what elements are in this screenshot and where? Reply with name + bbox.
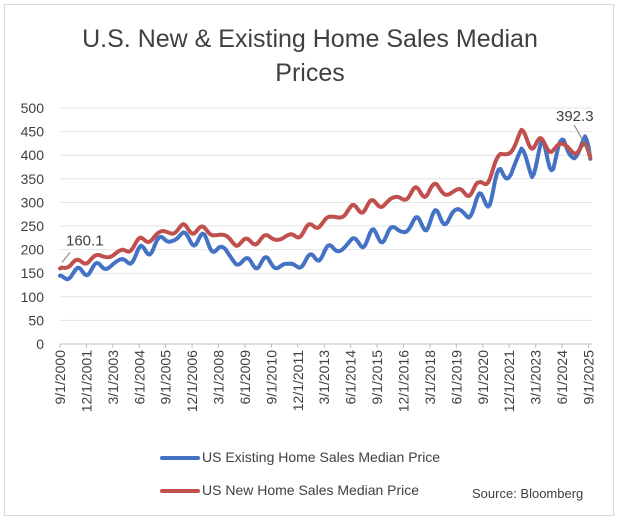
x-tick-label: 3/1/2018 [422,350,438,405]
x-tick-label: 3/1/2008 [211,350,227,405]
chart-title-line-2: Prices [275,59,345,87]
y-tick-label: 450 [21,124,45,140]
legend-swatch-existing [160,456,200,460]
x-tick-label: 6/1/2004 [131,350,147,405]
y-tick-label: 300 [21,194,45,210]
y-tick-label: 150 [21,265,45,281]
x-tick-label: 6/1/2014 [343,350,359,405]
x-tick-label: 9/1/2010 [263,350,279,405]
y-tick-label: 50 [28,312,44,328]
y-tick-label: 200 [21,242,45,258]
chart-title: U.S. New & Existing Home Sales Median Pr… [0,22,620,90]
annotation-label-392: 392.3 [556,108,594,125]
annotation-leader-392 [573,124,591,154]
legend-entry-existing: US Existing Home Sales Median Price [160,448,490,468]
x-tick-label: 6/1/2019 [448,350,464,405]
x-tick-label: 9/1/2015 [369,350,385,405]
legend-entry-new: US New Home Sales Median Price [160,481,490,501]
x-tick-label: 6/1/2024 [554,350,570,405]
source-note: Source: Bloomberg [472,486,584,501]
y-tick-label: 250 [21,218,45,234]
x-tick-label: 12/1/2011 [290,350,306,411]
annotation-label-160: 160.1 [66,232,104,249]
y-tick-label: 400 [21,147,45,163]
series-line-new [58,127,593,271]
x-tick-label: 6/1/2009 [237,350,253,405]
x-tick-label: 3/1/2003 [105,350,121,405]
x-tick-label: 12/1/2016 [396,350,412,412]
x-tick-label: 9/1/2025 [580,350,596,405]
x-tick-label: 9/1/2000 [52,350,68,405]
legend-swatch-new [160,489,200,493]
x-tick-label: 3/1/2013 [316,350,332,405]
series-line-existing [58,134,593,282]
x-tick-label: 12/1/2006 [184,350,200,412]
legend-label-new: US New Home Sales Median Price [202,482,420,498]
x-tick-label: 9/1/2005 [158,350,174,405]
legend-label-existing: US Existing Home Sales Median Price [202,449,441,465]
annotation-leader-160 [61,252,71,263]
x-tick-label: 9/1/2020 [475,350,491,405]
x-tick-label: 12/1/2001 [78,350,94,412]
chart-frame [4,4,614,516]
x-tick-label: 12/1/2021 [501,350,517,412]
x-tick-label: 3/1/2023 [528,350,544,405]
y-tick-label: 500 [21,100,45,116]
y-tick-label: 100 [21,289,45,305]
y-tick-label: 350 [21,171,45,187]
y-tick-label: 0 [36,336,44,352]
chart-title-line-1: U.S. New & Existing Home Sales Median [82,25,538,53]
